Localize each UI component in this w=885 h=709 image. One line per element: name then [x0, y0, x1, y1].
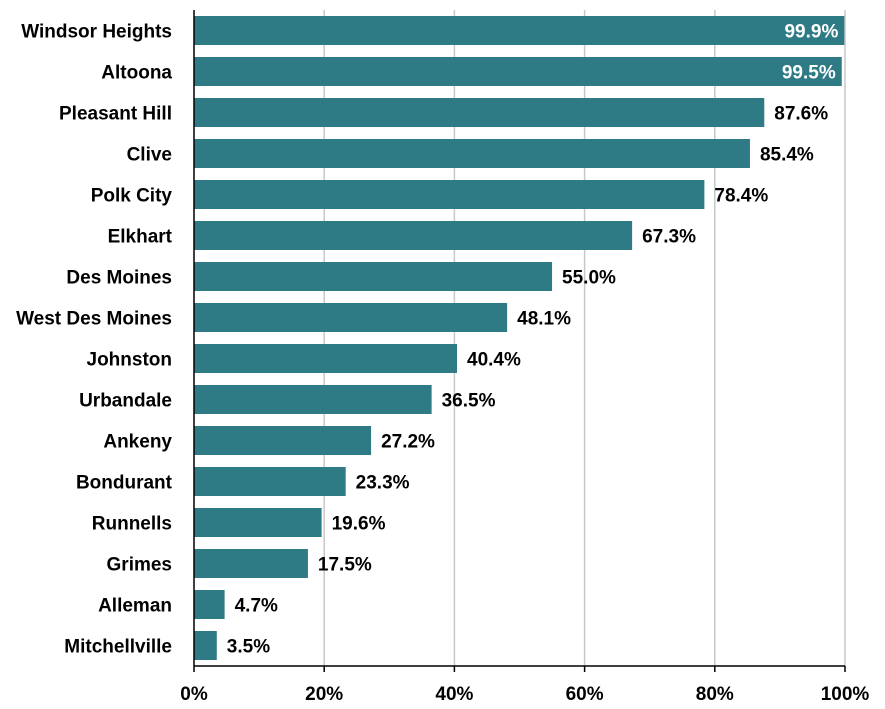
x-tick-label: 100% [821, 684, 870, 705]
bar-bondurant [194, 467, 346, 496]
axes [193, 10, 846, 672]
value-label: 48.1% [517, 309, 571, 330]
category-label: Bondurant [76, 473, 173, 494]
value-label: 17.5% [318, 555, 372, 576]
x-tick-label: 0% [180, 684, 208, 705]
value-label: 23.3% [356, 473, 410, 494]
value-label: 78.4% [714, 186, 768, 207]
category-label: Runnells [92, 514, 172, 535]
labels: 0% 20% 40% 60% 80% 100% Windsor Heights 99.9% Al… [16, 22, 869, 706]
value-label: 99.5% [782, 63, 836, 84]
bars [194, 16, 845, 660]
bar-ankeny [194, 426, 372, 455]
value-label: 4.7% [235, 596, 278, 617]
value-label: 85.4% [760, 145, 814, 166]
bar-alleman [194, 590, 225, 619]
x-tick-label: 60% [566, 684, 604, 705]
bar-elkhart [194, 221, 633, 250]
x-tick-label: 80% [696, 684, 734, 705]
category-label: Johnston [87, 350, 173, 371]
bar-mitchellville [194, 631, 217, 660]
bar-polk-city [194, 180, 705, 209]
value-label: 36.5% [442, 391, 496, 412]
category-label: Clive [127, 145, 172, 166]
bar-clive [194, 139, 750, 168]
bar-windsor-heights [194, 16, 845, 45]
bar-grimes [194, 549, 308, 578]
x-tick-label: 20% [305, 684, 343, 705]
value-label: 19.6% [332, 514, 386, 535]
bar-west-des-moines [194, 303, 508, 332]
category-label: Windsor Heights [21, 22, 172, 43]
value-label: 87.6% [774, 104, 828, 125]
category-label: Pleasant Hill [59, 104, 172, 125]
category-label: Alleman [98, 596, 172, 617]
value-label: 67.3% [642, 227, 696, 248]
category-label: Mitchellville [64, 637, 172, 658]
x-tick-label: 40% [435, 684, 473, 705]
category-label: Des Moines [66, 268, 172, 289]
category-label: Elkhart [108, 227, 173, 248]
category-label: West Des Moines [16, 309, 172, 330]
bar-runnells [194, 508, 322, 537]
value-label: 55.0% [562, 268, 616, 289]
value-label: 27.2% [381, 432, 435, 453]
bar-des-moines [194, 262, 553, 291]
category-label: Urbandale [79, 391, 172, 412]
value-label: 3.5% [227, 637, 270, 658]
category-label: Polk City [91, 186, 173, 207]
value-label: 40.4% [467, 350, 521, 371]
category-label: Grimes [107, 555, 172, 576]
bar-urbandale [194, 385, 432, 414]
value-label: 99.9% [784, 22, 838, 43]
bar-altoona [194, 57, 842, 86]
bar-pleasant-hill [194, 98, 765, 127]
bar-johnston [194, 344, 458, 373]
category-label: Ankeny [103, 432, 172, 453]
category-label: Altoona [101, 63, 172, 84]
